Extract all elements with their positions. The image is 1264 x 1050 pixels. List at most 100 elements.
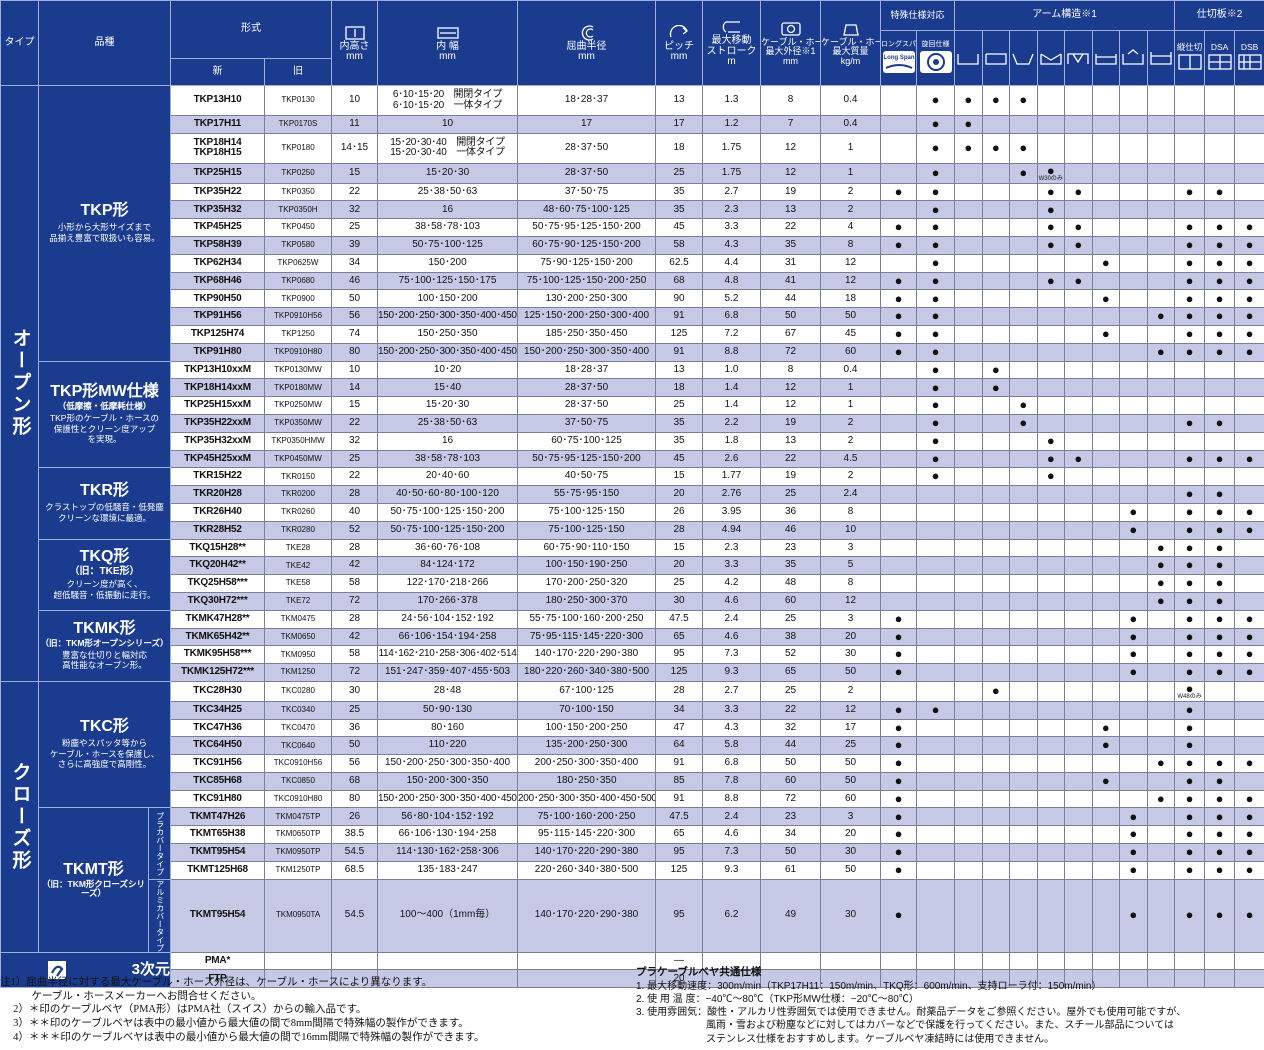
cell-text: 60 xyxy=(784,775,797,787)
cell-line: 6･10･15･20 一体タイプ xyxy=(392,99,503,111)
cell-text: TKM0950TA xyxy=(275,910,321,920)
table-row: TKMT95H54 TKM0950TP 54.5 114･130･162･258･30… xyxy=(0,843,1264,862)
mark-cell xyxy=(954,200,983,220)
cell-text: TKP35H22xxM xyxy=(184,417,251,429)
cell-text: 19 xyxy=(784,417,797,429)
cell: 60 xyxy=(760,771,821,791)
cell: 15･40 xyxy=(377,378,518,398)
cell-text: 28 xyxy=(673,523,685,535)
mark-cell xyxy=(1234,591,1264,611)
mark-cell xyxy=(954,680,983,702)
mark-cell: ● xyxy=(915,182,956,202)
cell-text: 91 xyxy=(673,345,685,357)
dot: ● xyxy=(1245,521,1254,537)
mark-cell xyxy=(1174,396,1206,415)
mark-cell xyxy=(981,200,1011,220)
cell-text: TKM0650TP xyxy=(275,829,321,839)
mark-cell: ● xyxy=(1204,825,1236,845)
mark-cell xyxy=(1009,718,1038,738)
cell-text: 8.8 xyxy=(724,792,739,804)
mark-cell: ● xyxy=(915,360,956,380)
mark-cell xyxy=(915,520,956,540)
cell-text: 19 xyxy=(784,185,797,197)
cell-text: 47.5 xyxy=(669,810,689,822)
dot: ● xyxy=(1185,272,1194,288)
dot: ● xyxy=(1129,521,1138,537)
cell: 3.95 xyxy=(702,502,761,522)
mark-cell xyxy=(981,538,1011,558)
mark-cell xyxy=(1204,200,1236,220)
cell-text: 16 xyxy=(441,203,454,215)
mark-cell xyxy=(1009,324,1038,344)
dot: ● xyxy=(1185,486,1194,502)
mark-cell: ● xyxy=(1204,182,1236,202)
cell-text: 15 xyxy=(348,399,361,411)
cell: 68.5 xyxy=(331,860,378,880)
cell-text: 150･200･300･350 xyxy=(406,775,489,787)
cell: TKP18H14xxM xyxy=(170,378,265,398)
header-text: mm xyxy=(670,51,688,62)
cell-text: 2.4 xyxy=(724,810,739,822)
cell: 4.3 xyxy=(702,235,761,255)
cell: 68 xyxy=(655,271,703,291)
dot: ● xyxy=(1215,844,1224,860)
mark-cell: ● xyxy=(915,115,956,134)
subgroup-cell: アルミカバータイプ xyxy=(148,878,171,953)
mark-cell xyxy=(1036,502,1066,522)
cell-text: 3 xyxy=(847,541,854,553)
mark-cell xyxy=(1234,182,1264,202)
type-label: 3次元 xyxy=(131,961,170,979)
header-cell: 屈曲半径 mm xyxy=(517,0,656,86)
cell-text: — xyxy=(674,954,684,966)
dot: ● xyxy=(1245,290,1254,306)
cell-text: TKE42 xyxy=(285,560,311,570)
cell-text: 68 xyxy=(348,775,361,787)
mark-cell xyxy=(1091,115,1121,134)
cell-text: 26 xyxy=(348,810,361,822)
mark-cell xyxy=(880,502,917,522)
cell-text: 180･250･300･370 xyxy=(545,595,628,607)
mark-cell xyxy=(1119,271,1148,291)
table-row: TKP125H74 TKP1250 74 150･250･350 185･250･350… xyxy=(0,324,1264,344)
cell-text: 56 xyxy=(348,757,361,769)
mark-cell xyxy=(981,413,1011,433)
table-row: TKQ25H58*** TKE58 58 122･170･218･266 170･200… xyxy=(0,574,1264,593)
cell: PMA* xyxy=(170,951,265,971)
mark-cell: ● xyxy=(1174,843,1206,862)
 xyxy=(581,24,593,41)
table-row: TKP91H56 TKP0910H56 56 150･200･250･300･350･… xyxy=(0,307,1264,326)
cell: TKQ30H72*** xyxy=(170,591,265,611)
cell-text: 28･37･50 xyxy=(564,381,609,393)
 xyxy=(786,24,795,33)
cell-text: 45 xyxy=(673,452,685,464)
mark-cell xyxy=(981,431,1011,451)
mark-cell xyxy=(1036,485,1066,504)
dot: ● xyxy=(991,92,1000,108)
mark-cell: ● xyxy=(915,431,956,451)
desc-line: ケーブル・ホースを保護し、 xyxy=(49,748,160,759)
header-cell: 品種 xyxy=(38,0,171,86)
mark-cell: ● xyxy=(915,85,956,116)
common-line: 2. 使 用 温 度：−40℃〜80℃（TKP形MW仕様：−20℃〜80℃） xyxy=(636,994,919,1006)
cell-text: TKP0130MW xyxy=(274,364,322,374)
cell: TKMT125H68 xyxy=(170,860,265,880)
mark-cell xyxy=(1119,360,1148,380)
cell: 40･50･60･80･100･120 xyxy=(377,485,518,504)
table-row: TKR形 クラストップの低騒音・低発塵 クリーンな環境に最適。 TKR15H22 TKR… xyxy=(0,467,1264,540)
mark-cell xyxy=(1234,360,1264,380)
mark-cell: ● xyxy=(1036,431,1066,451)
cell: 50 xyxy=(760,307,821,326)
cell: 3.3 xyxy=(702,556,761,576)
cell-text: 50 xyxy=(348,739,361,751)
cell-text: TKQ25H58*** xyxy=(187,577,248,589)
cell: TKP0130 xyxy=(264,85,332,116)
mark-cell: ● xyxy=(1036,218,1066,237)
cell: 0.4 xyxy=(820,360,881,380)
table-row: TKP18H14 TKP18H15 TKP0180 14･15 15･20･30･40 … xyxy=(0,132,1264,164)
mark-cell xyxy=(1119,85,1148,116)
cell-text: 28 xyxy=(348,612,361,624)
 xyxy=(885,63,912,69)
mark-cell xyxy=(1091,754,1121,773)
cell-text: 25 xyxy=(673,166,685,178)
mark-cell: ● xyxy=(1064,235,1093,255)
